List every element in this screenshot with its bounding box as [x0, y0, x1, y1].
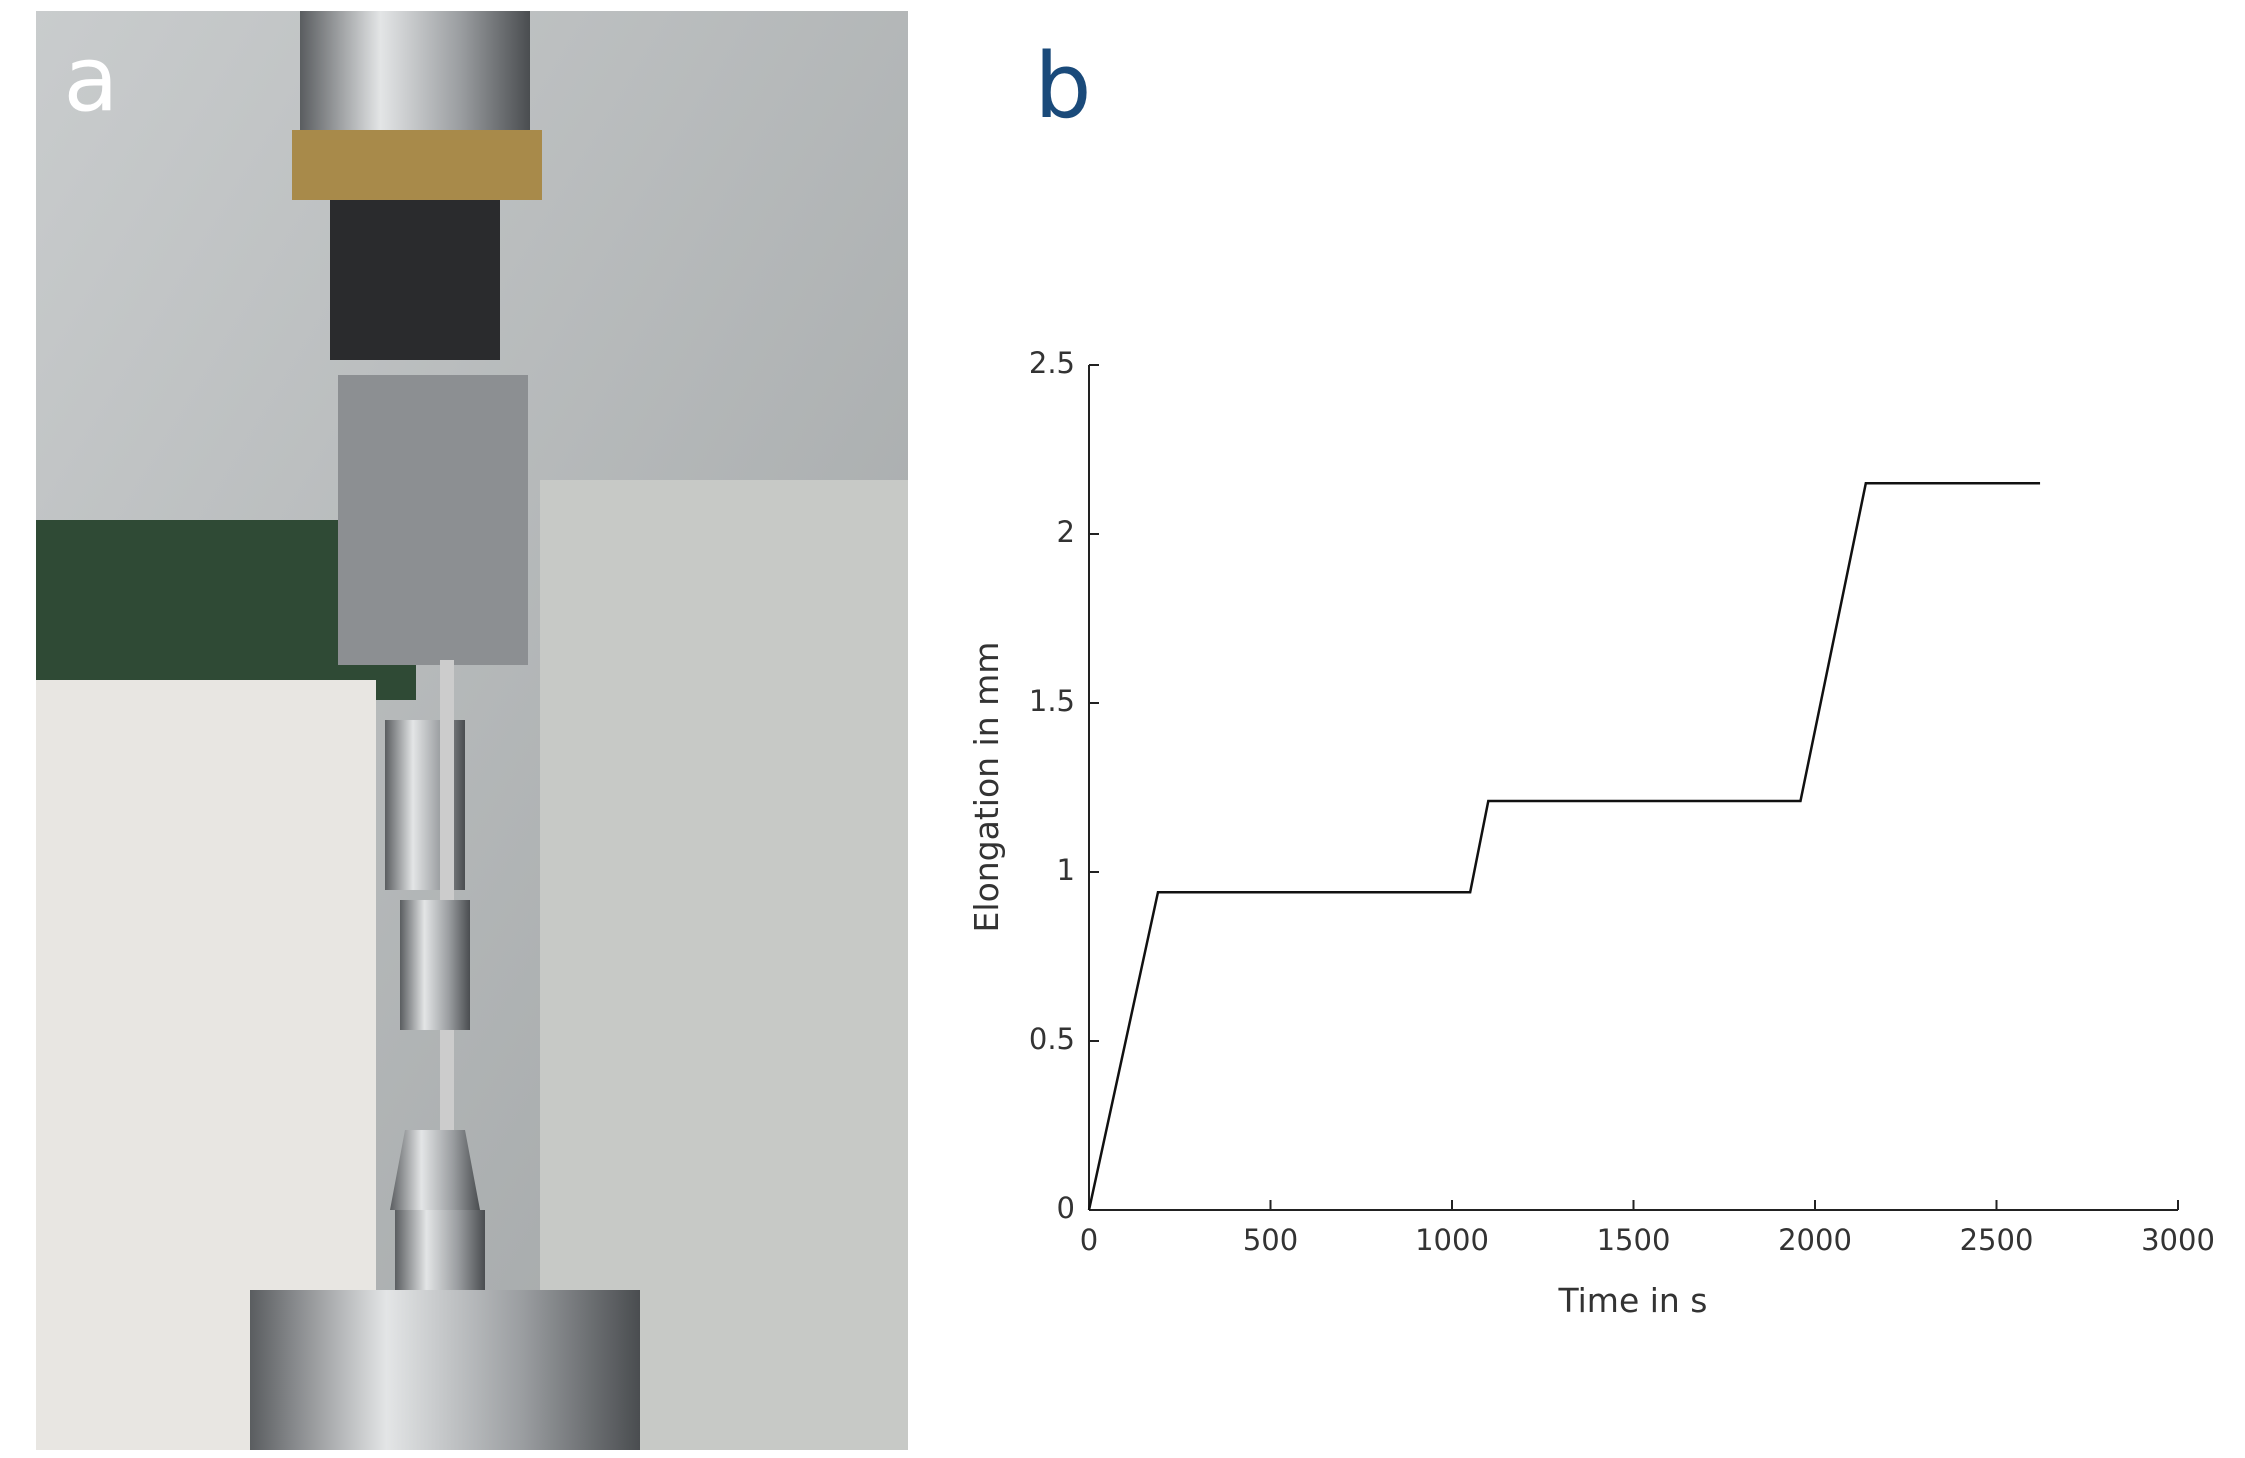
y-tick-label: 1.5	[1029, 684, 1075, 718]
x-tick-label: 3000	[2141, 1223, 2215, 1257]
x-tick-label: 2500	[1960, 1223, 2034, 1257]
y-tick-label: 2.5	[1029, 346, 1075, 380]
photo	[36, 11, 908, 1450]
y-tick-label: 1	[1057, 853, 1075, 887]
y-tick-label: 0.5	[1029, 1022, 1075, 1056]
y-axis-label: Elongation in mm	[967, 642, 1006, 933]
panel-label: b	[1034, 34, 1091, 139]
data-line	[1087, 482, 2041, 1211]
x-tick-label: 1500	[1597, 1223, 1671, 1257]
x-tick-label: 500	[1243, 1223, 1298, 1257]
x-tick-label: 0	[1080, 1223, 1098, 1257]
panel-label: a	[63, 27, 118, 132]
x-tick-label: 2000	[1778, 1223, 1852, 1257]
y-tick-label: 0	[1057, 1191, 1075, 1225]
x-tick-label: 1000	[1415, 1223, 1489, 1257]
x-axis-label: Time in s	[1557, 1281, 1707, 1320]
y-tick-label: 2	[1057, 515, 1075, 549]
